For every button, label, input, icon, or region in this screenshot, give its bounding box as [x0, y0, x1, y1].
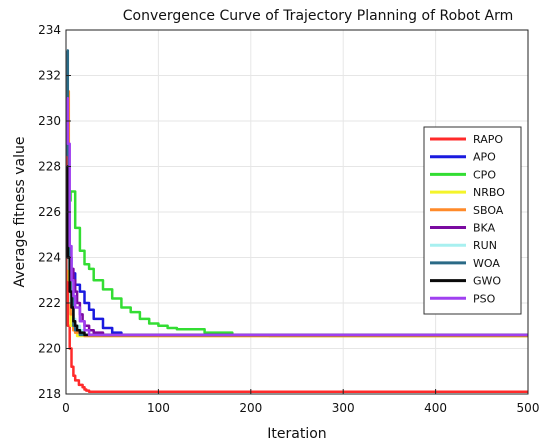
- x-tick-label: 400: [424, 401, 447, 415]
- series-line-pso: [66, 97, 528, 337]
- y-tick-label: 218: [38, 387, 61, 401]
- x-axis-label: Iteration: [267, 426, 326, 442]
- y-tick-label: 220: [38, 342, 61, 356]
- x-tick-label: 300: [332, 401, 355, 415]
- legend-label: GWO: [473, 275, 501, 288]
- legend-label: PSO: [473, 292, 496, 305]
- legend-label: WOA: [473, 257, 500, 270]
- x-tick-label: 0: [62, 401, 70, 415]
- x-tick-label: 500: [517, 401, 540, 415]
- legend-label: RAPO: [473, 133, 503, 146]
- y-tick-label: 234: [38, 23, 61, 37]
- y-tick-label: 228: [38, 160, 61, 174]
- series-line-cpo: [66, 190, 528, 338]
- x-axis-ticks: 0 100 200 300 400 500: [62, 389, 539, 415]
- y-tick-label: 224: [38, 251, 61, 265]
- legend-label: RUN: [473, 239, 497, 252]
- y-tick-label: 232: [38, 69, 61, 83]
- y-axis-label: Average fitness value: [12, 136, 28, 287]
- legend-label: CPO: [473, 168, 496, 181]
- chart-title: Convergence Curve of Trajectory Planning…: [123, 8, 514, 24]
- series-line-rapo: [66, 131, 528, 393]
- y-axis-ticks: 218 220 222 224 226 228 230 232 234: [38, 23, 71, 401]
- legend: RAPO APO CPO NRBO SBOA BKA RUN WOA GWO PSO: [423, 126, 522, 315]
- legend-label: NRBO: [473, 186, 505, 199]
- legend-label: BKA: [473, 222, 496, 235]
- x-tick-label: 200: [239, 401, 262, 415]
- y-tick-label: 226: [38, 205, 61, 219]
- y-tick-label: 230: [38, 114, 61, 128]
- legend-label: SBOA: [473, 204, 504, 217]
- legend-label: APO: [473, 151, 496, 164]
- x-tick-label: 100: [147, 401, 170, 415]
- y-tick-label: 222: [38, 296, 61, 310]
